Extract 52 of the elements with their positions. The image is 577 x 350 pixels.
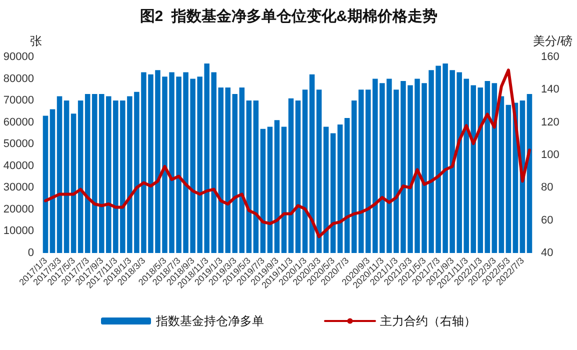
y-tick-label: 70000 xyxy=(3,94,34,107)
bar xyxy=(92,94,98,253)
legend-label: 主力合约（右轴） xyxy=(380,314,476,328)
bar xyxy=(295,100,301,253)
bar xyxy=(288,98,294,253)
y-tick-label: 30000 xyxy=(3,182,34,194)
y-tick-label: 90000 xyxy=(3,51,34,63)
bar xyxy=(506,104,512,253)
chart-title: 图2 指数基金净多单仓位变化&期棉价格走势 xyxy=(140,7,438,25)
y-tick-label: 80000 xyxy=(3,72,34,85)
y2-tick-label: 80 xyxy=(541,182,554,194)
y-tick-label: 40000 xyxy=(3,160,34,172)
bar xyxy=(70,114,76,253)
y-tick-label: 60000 xyxy=(3,116,34,128)
bar xyxy=(239,87,245,253)
bar xyxy=(498,96,504,253)
bar xyxy=(253,100,259,253)
y-tick-label: 50000 xyxy=(3,138,34,150)
y-tick-label: 20000 xyxy=(3,203,34,216)
bar xyxy=(78,100,84,253)
y-tick-label: 0 xyxy=(28,247,34,259)
bar xyxy=(526,94,532,253)
y2-tick-label: 100 xyxy=(541,149,560,161)
bar xyxy=(42,116,48,253)
bar xyxy=(302,90,308,253)
bar xyxy=(316,90,322,253)
bar xyxy=(64,100,70,253)
bar xyxy=(309,74,315,253)
y2-tick-label: 140 xyxy=(541,84,560,96)
bar xyxy=(50,109,56,253)
bar xyxy=(84,94,90,253)
y2-tick-label: 60 xyxy=(541,214,554,226)
bar xyxy=(323,126,329,253)
y2-tick-label: 160 xyxy=(541,51,560,63)
bar xyxy=(337,124,343,253)
legend-label: 指数基金持仓净多单 xyxy=(155,314,264,328)
bar xyxy=(246,100,252,253)
bar xyxy=(274,120,280,253)
y-tick-label: 10000 xyxy=(3,225,34,238)
bar xyxy=(484,80,490,253)
bar xyxy=(260,128,266,253)
y2-axis-title: 美分/磅 xyxy=(533,34,572,48)
bar xyxy=(478,87,484,253)
bar xyxy=(330,133,336,253)
bar xyxy=(267,126,273,253)
bar xyxy=(281,126,287,253)
y2-tick-label: 120 xyxy=(541,116,560,128)
line-series xyxy=(44,68,531,238)
bar xyxy=(232,94,238,253)
y-axis-title: 张 xyxy=(30,34,42,48)
y2-tick-label: 40 xyxy=(541,247,554,259)
bar xyxy=(56,96,62,253)
